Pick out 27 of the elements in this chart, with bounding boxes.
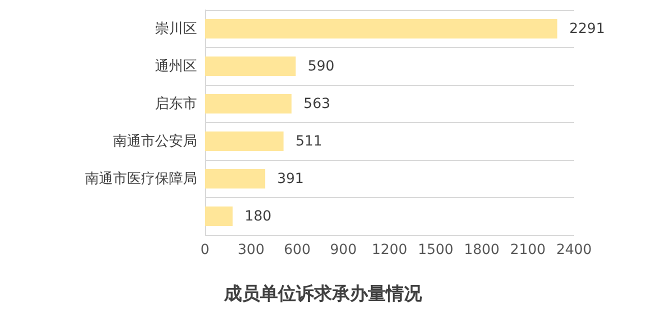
y-tick-label: 南通市医疗保障局 (85, 170, 197, 187)
data-label: 511 (296, 133, 322, 150)
bar (205, 94, 292, 114)
x-tick-label: 900 (330, 242, 357, 258)
data-label: 180 (244, 208, 272, 224)
x-tick-label: 1200 (372, 242, 408, 258)
x-tick-label: 2100 (510, 242, 546, 258)
y-tick-label: 通州区 (155, 58, 197, 74)
data-label: 391 (277, 170, 304, 187)
bar (205, 19, 558, 38)
y-tick-label: 南通市公安局 (113, 133, 197, 150)
x-tick-label: 0 (200, 242, 210, 258)
data-label: 2291 (569, 20, 605, 37)
y-tick-label: 崇川区 (155, 20, 197, 37)
data-label: 590 (308, 58, 334, 74)
x-tick-label: 1800 (464, 242, 500, 258)
bar (205, 132, 284, 151)
bar (205, 206, 233, 226)
y-tick-label: 启东市 (155, 96, 197, 112)
x-tick-label: 600 (284, 242, 311, 258)
x-tick-label: 1500 (418, 242, 454, 258)
bar (205, 56, 296, 76)
bar (205, 169, 266, 188)
x-tick-label: 2400 (556, 242, 592, 258)
text: 成员单位诉求承办量情况 (223, 284, 423, 304)
x-tick-label: 300 (238, 242, 264, 258)
data-label: 563 (304, 96, 330, 112)
